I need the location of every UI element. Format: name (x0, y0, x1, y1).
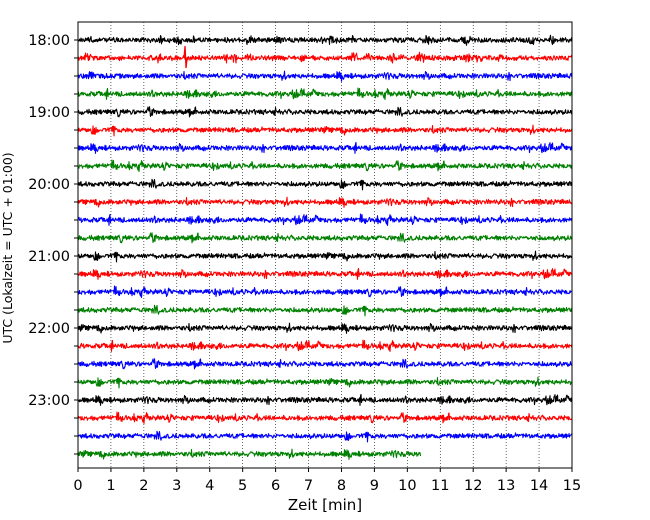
trace-2330 (77, 430, 573, 443)
x-tick-label: 0 (73, 478, 82, 494)
trace-1915 (77, 124, 573, 137)
trace-2215 (77, 339, 573, 352)
x-tick-label: 7 (304, 478, 313, 494)
y-axis-label: UTC (Lokalzeit = UTC + 01:00) (0, 152, 15, 343)
trace-spike (183, 45, 188, 69)
trace-2000 (77, 178, 573, 191)
x-tick-label: 2 (139, 478, 148, 494)
trace-2100 (77, 250, 573, 263)
trace-2130 (77, 285, 573, 298)
y-tick-label: 20:00 (28, 177, 70, 193)
x-tick-label: 5 (238, 478, 247, 494)
x-tick-label: 11 (431, 478, 449, 494)
trace-2345 (77, 448, 422, 460)
x-tick-label: 8 (337, 478, 346, 494)
x-tick-label: 1 (106, 478, 115, 494)
x-tick-label: 15 (563, 478, 581, 494)
x-tick-label: 14 (530, 478, 548, 494)
trace-1930 (77, 141, 573, 154)
trace-1830 (77, 70, 573, 82)
y-tick-label: 23:00 (28, 393, 70, 409)
trace-1815 (77, 51, 573, 64)
seismic-traces (77, 34, 573, 460)
trace-2230 (77, 358, 573, 370)
plot-frame (77, 21, 573, 469)
y-tick-label: 22:00 (28, 321, 70, 337)
trace-1845 (77, 87, 573, 100)
x-tick-label: 3 (172, 478, 181, 494)
trace-2315 (77, 411, 573, 424)
x-tick-label: 10 (398, 478, 416, 494)
y-tick-label: 18:00 (28, 33, 70, 49)
x-axis-label: Zeit [min] (288, 496, 362, 514)
x-tick-label: 9 (370, 478, 379, 494)
trace-2245 (77, 376, 573, 389)
x-tick-label: 4 (205, 478, 214, 494)
trace-1800 (77, 34, 573, 46)
trace-1900 (77, 106, 573, 118)
trace-2300 (77, 393, 573, 406)
trace-2200 (77, 322, 573, 334)
trace-2015 (77, 196, 573, 208)
y-axis: 18:00 19:00 20:00 21:00 22:00 23:00 (28, 33, 78, 455)
x-tick-label: 12 (464, 478, 482, 494)
trace-2030 (77, 213, 573, 226)
trace-2045 (77, 232, 573, 244)
trace-2145 (77, 304, 573, 317)
x-tick-label: 13 (497, 478, 515, 494)
x-tick-label: 6 (271, 478, 280, 494)
y-tick-label: 19:00 (28, 105, 70, 121)
x-axis: 0 1 2 3 4 5 6 7 8 9 10 11 12 13 14 15 (73, 468, 581, 494)
trace-1945 (77, 159, 573, 172)
y-tick-label: 21:00 (28, 249, 70, 265)
trace-2115 (77, 267, 573, 280)
